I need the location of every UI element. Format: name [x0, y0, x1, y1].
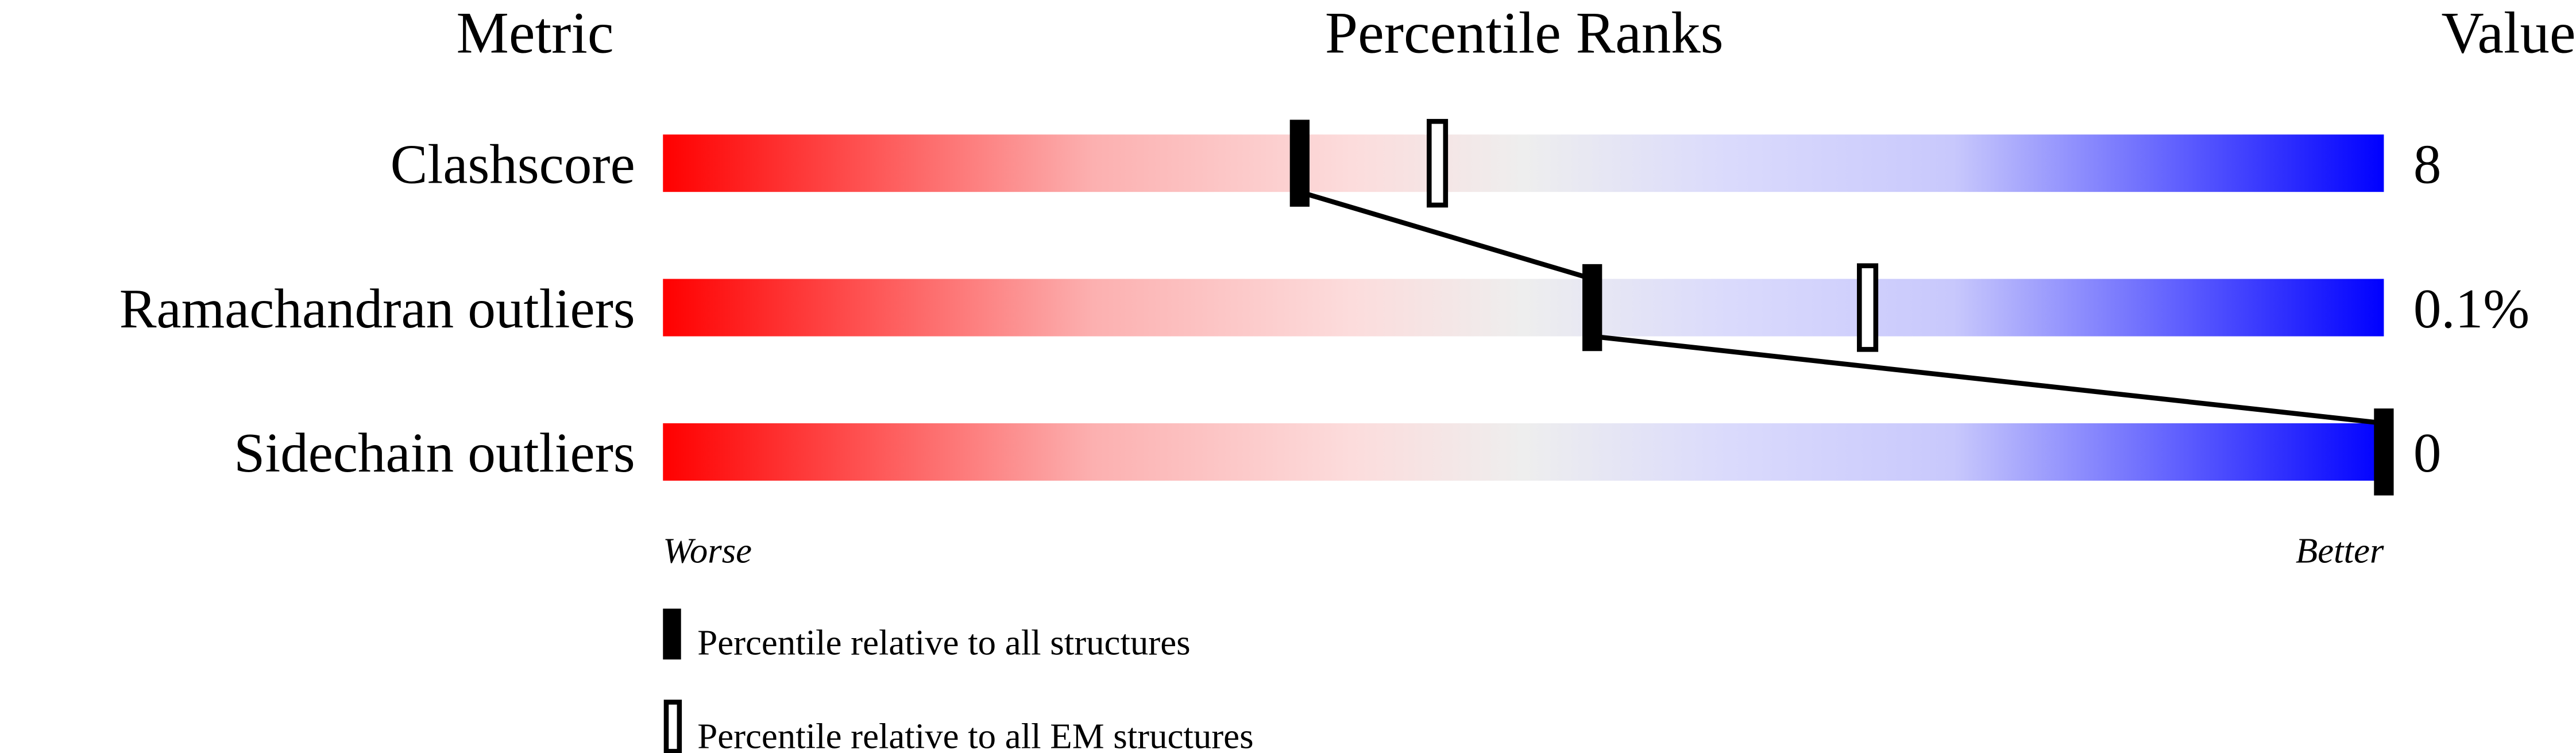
legend-open-marker [663, 700, 682, 753]
header-percentile-ranks: Percentile Ranks [1325, 0, 1724, 65]
connector-line [1592, 334, 2384, 426]
percentile-bar [663, 423, 2384, 481]
legend-filled-marker [663, 608, 681, 660]
metric-label: Sidechain outliers [234, 422, 635, 484]
axis-label-worse: Worse [663, 531, 752, 571]
all-percentile-marker [2374, 408, 2394, 496]
em-percentile-marker [1857, 263, 1879, 352]
percentile-bar [663, 279, 2384, 337]
legend-label-all: Percentile relative to all structures [697, 623, 1190, 663]
legend-label-em: Percentile relative to all EM structures [697, 716, 1253, 753]
percentile-bar [663, 134, 2384, 192]
header-value: Value [2441, 0, 2575, 65]
header-metric: Metric [456, 0, 613, 65]
em-percentile-marker [1426, 119, 1449, 208]
metric-label: Ramachandran outliers [119, 278, 635, 340]
metric-value: 8 [2413, 133, 2442, 195]
metric-label: Clashscore [391, 133, 635, 195]
metric-value: 0.1% [2413, 278, 2529, 340]
all-percentile-marker [1582, 264, 1602, 352]
axis-label-better: Better [2296, 531, 2384, 571]
connector-line [1299, 190, 1593, 281]
all-percentile-marker [1289, 119, 1310, 207]
metric-value: 0 [2413, 422, 2442, 484]
